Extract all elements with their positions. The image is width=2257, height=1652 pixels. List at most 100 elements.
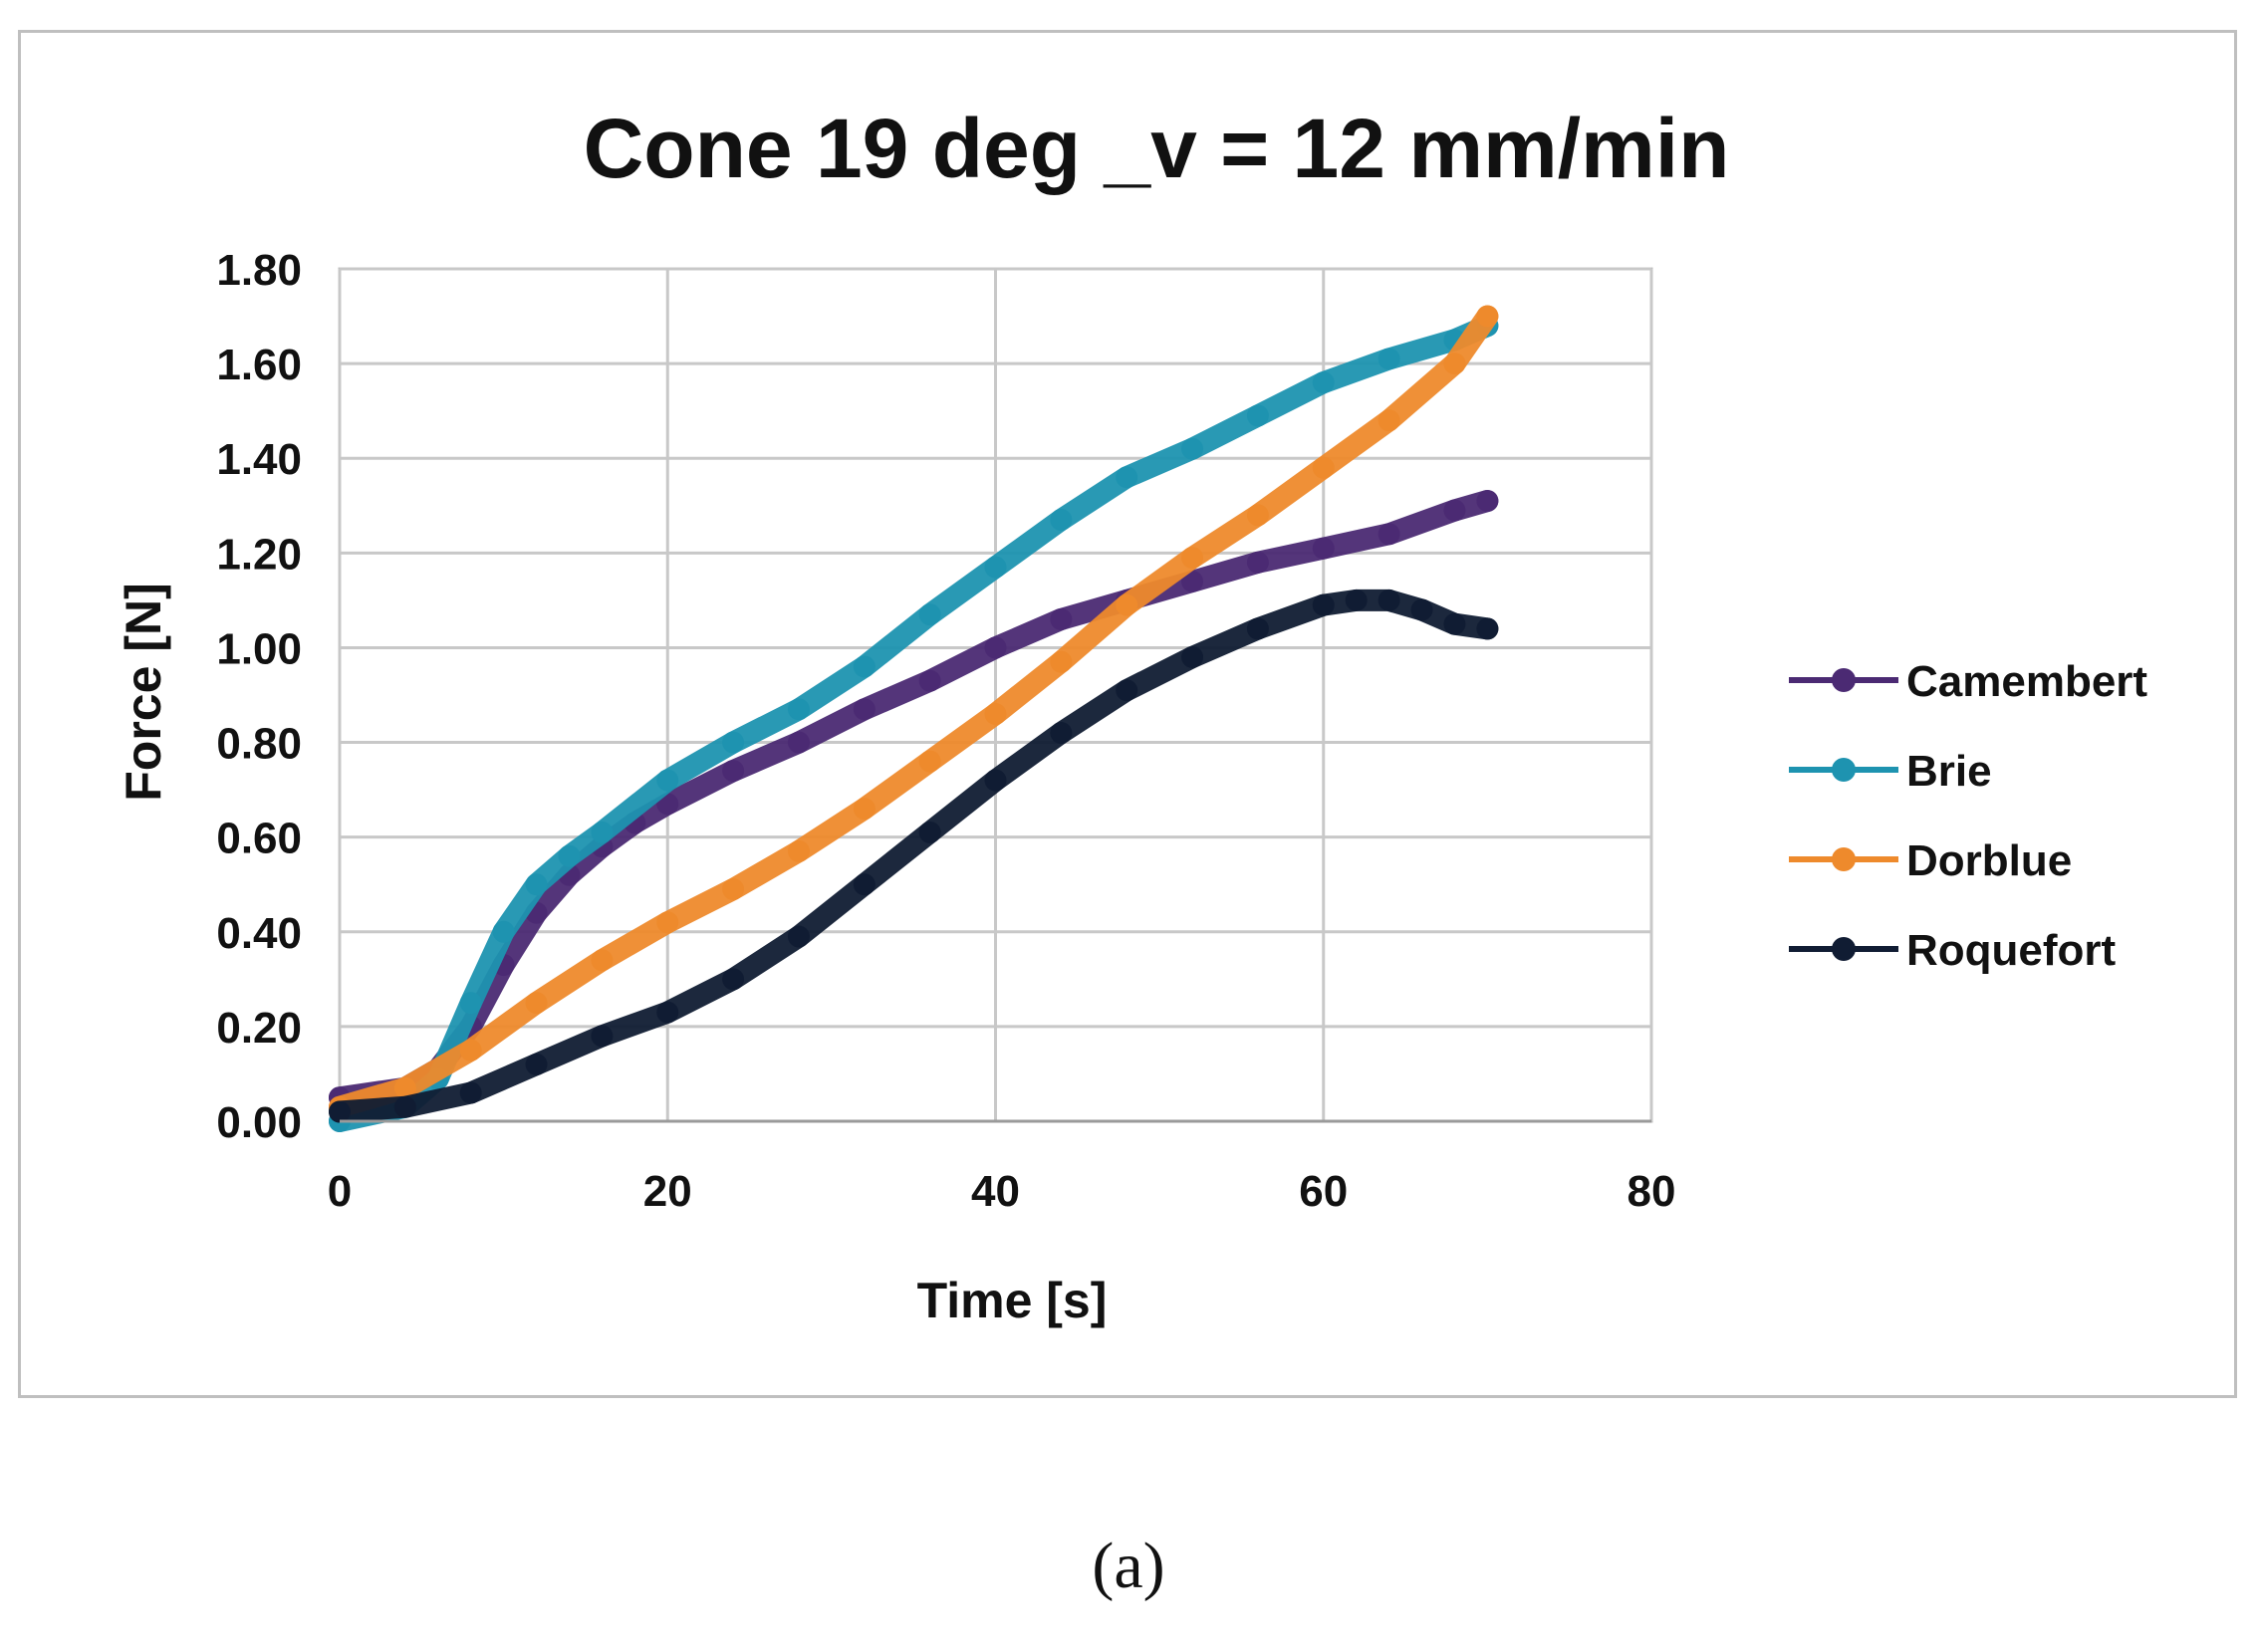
data-point-roquefort (1345, 589, 1368, 611)
data-point-brie (853, 655, 876, 678)
x-tick-label: 60 (1299, 1167, 1348, 1216)
data-point-camembert (1378, 523, 1400, 546)
chart-frame: Cone 19 deg _v = 12 mm/min 0.00 0.20 0.40 0… (18, 30, 2237, 1398)
data-point-roquefort (1181, 645, 1204, 668)
data-point-dorblue (787, 839, 810, 862)
data-point-camembert (853, 698, 876, 721)
data-point-camembert (1443, 499, 1466, 522)
data-point-brie (1312, 371, 1335, 394)
data-point-roquefort (459, 1081, 482, 1104)
data-point-dorblue (656, 911, 679, 934)
x-tick-label: 0 (328, 1167, 352, 1216)
y-tick-label: 0.40 (216, 909, 302, 958)
data-point-roquefort (1116, 679, 1138, 702)
data-point-brie (1116, 466, 1138, 489)
data-point-brie (1246, 404, 1269, 427)
data-point-camembert (1476, 490, 1499, 513)
data-point-roquefort (787, 925, 810, 948)
data-point-brie (1378, 348, 1400, 370)
data-point-brie (1181, 437, 1204, 460)
data-point-dorblue (459, 1039, 482, 1062)
data-point-roquefort (591, 1025, 614, 1048)
chart-title: Cone 19 deg _v = 12 mm/min (584, 102, 1730, 195)
line-chart: Cone 19 deg _v = 12 mm/min 0.000.200.400… (116, 102, 2147, 1328)
data-point-roquefort (722, 968, 745, 991)
data-point-roquefort (984, 769, 1007, 792)
data-point-brie (656, 769, 679, 792)
data-point-dorblue (853, 798, 876, 821)
data-point-roquefort (1410, 598, 1433, 621)
data-point-dorblue (1181, 547, 1204, 570)
y-tick-label: 0.80 (216, 720, 302, 769)
data-point-dorblue (1312, 456, 1335, 479)
y-tick-label: 1.40 (216, 435, 302, 484)
y-tick-label: 1.80 (216, 246, 302, 295)
x-axis-label: Time [s] (917, 1273, 1108, 1328)
data-point-roquefort (393, 1095, 416, 1118)
data-point-brie (722, 731, 745, 754)
legend-label-brie: Brie (1906, 747, 1992, 796)
data-point-brie (525, 873, 548, 896)
y-tick-label: 0.20 (216, 1004, 302, 1053)
data-point-dorblue (984, 703, 1007, 726)
legend-marker-dorblue (1832, 847, 1856, 871)
data-point-brie (984, 556, 1007, 579)
data-point-roquefort (918, 821, 941, 843)
data-point-dorblue (1050, 650, 1073, 673)
data-point-roquefort (1476, 617, 1499, 640)
series-line-brie (329, 315, 1499, 1132)
data-point-camembert (918, 669, 941, 692)
y-tick-label: 0.00 (216, 1098, 302, 1147)
data-point-brie (918, 603, 941, 626)
data-point-dorblue (1476, 305, 1499, 328)
data-point-roquefort (525, 1053, 548, 1075)
data-point-brie (492, 920, 515, 943)
legend-marker-brie (1832, 758, 1856, 782)
legend-marker-roquefort (1832, 937, 1856, 961)
data-point-camembert (1050, 607, 1073, 630)
data-point-camembert (722, 760, 745, 783)
data-point-roquefort (329, 1100, 351, 1123)
y-tick-label: 1.20 (216, 530, 302, 579)
data-point-camembert (1312, 537, 1335, 560)
y-tick-label: 0.60 (216, 815, 302, 863)
data-point-camembert (984, 636, 1007, 659)
data-point-dorblue (1378, 409, 1400, 432)
legend: Camembert Brie Dorblue Roquefort (1789, 657, 2147, 975)
data-point-dorblue (1116, 593, 1138, 616)
data-point-dorblue (525, 992, 548, 1015)
legend-label-dorblue: Dorblue (1906, 836, 2072, 885)
data-point-roquefort (1312, 593, 1335, 616)
legend-marker-camembert (1832, 668, 1856, 692)
axis-layer: 0.00 0.20 0.40 0.60 0.80 1.00 1.20 1.40 1.60 1.80… (216, 246, 1675, 1216)
data-point-dorblue (393, 1076, 416, 1099)
x-tick-label: 20 (643, 1167, 692, 1216)
panel-caption: (a) (1092, 1530, 1165, 1602)
data-point-brie (1050, 509, 1073, 532)
x-tick-label: 80 (1628, 1167, 1676, 1216)
data-point-dorblue (591, 949, 614, 972)
data-point-dorblue (722, 877, 745, 900)
data-point-brie (558, 844, 581, 867)
data-point-brie (787, 698, 810, 721)
data-point-dorblue (918, 750, 941, 773)
data-point-brie (591, 821, 614, 843)
y-tick-label: 1.60 (216, 341, 302, 389)
data-point-brie (459, 992, 482, 1015)
data-point-camembert (1181, 570, 1204, 592)
data-point-camembert (787, 731, 810, 754)
data-point-roquefort (1246, 617, 1269, 640)
data-point-roquefort (1050, 722, 1073, 745)
y-axis-label: Force [N] (116, 583, 171, 801)
legend-label-camembert: Camembert (1906, 657, 2147, 706)
data-point-dorblue (1443, 353, 1466, 375)
series-layer (329, 305, 1499, 1132)
y-tick-label: 1.00 (216, 624, 302, 673)
legend-label-roquefort: Roquefort (1906, 926, 2117, 975)
data-point-roquefort (1378, 589, 1400, 611)
data-point-roquefort (656, 1001, 679, 1024)
data-point-roquefort (853, 873, 876, 896)
data-point-camembert (1246, 551, 1269, 574)
x-tick-label: 40 (971, 1167, 1020, 1216)
data-point-roquefort (1443, 612, 1466, 635)
